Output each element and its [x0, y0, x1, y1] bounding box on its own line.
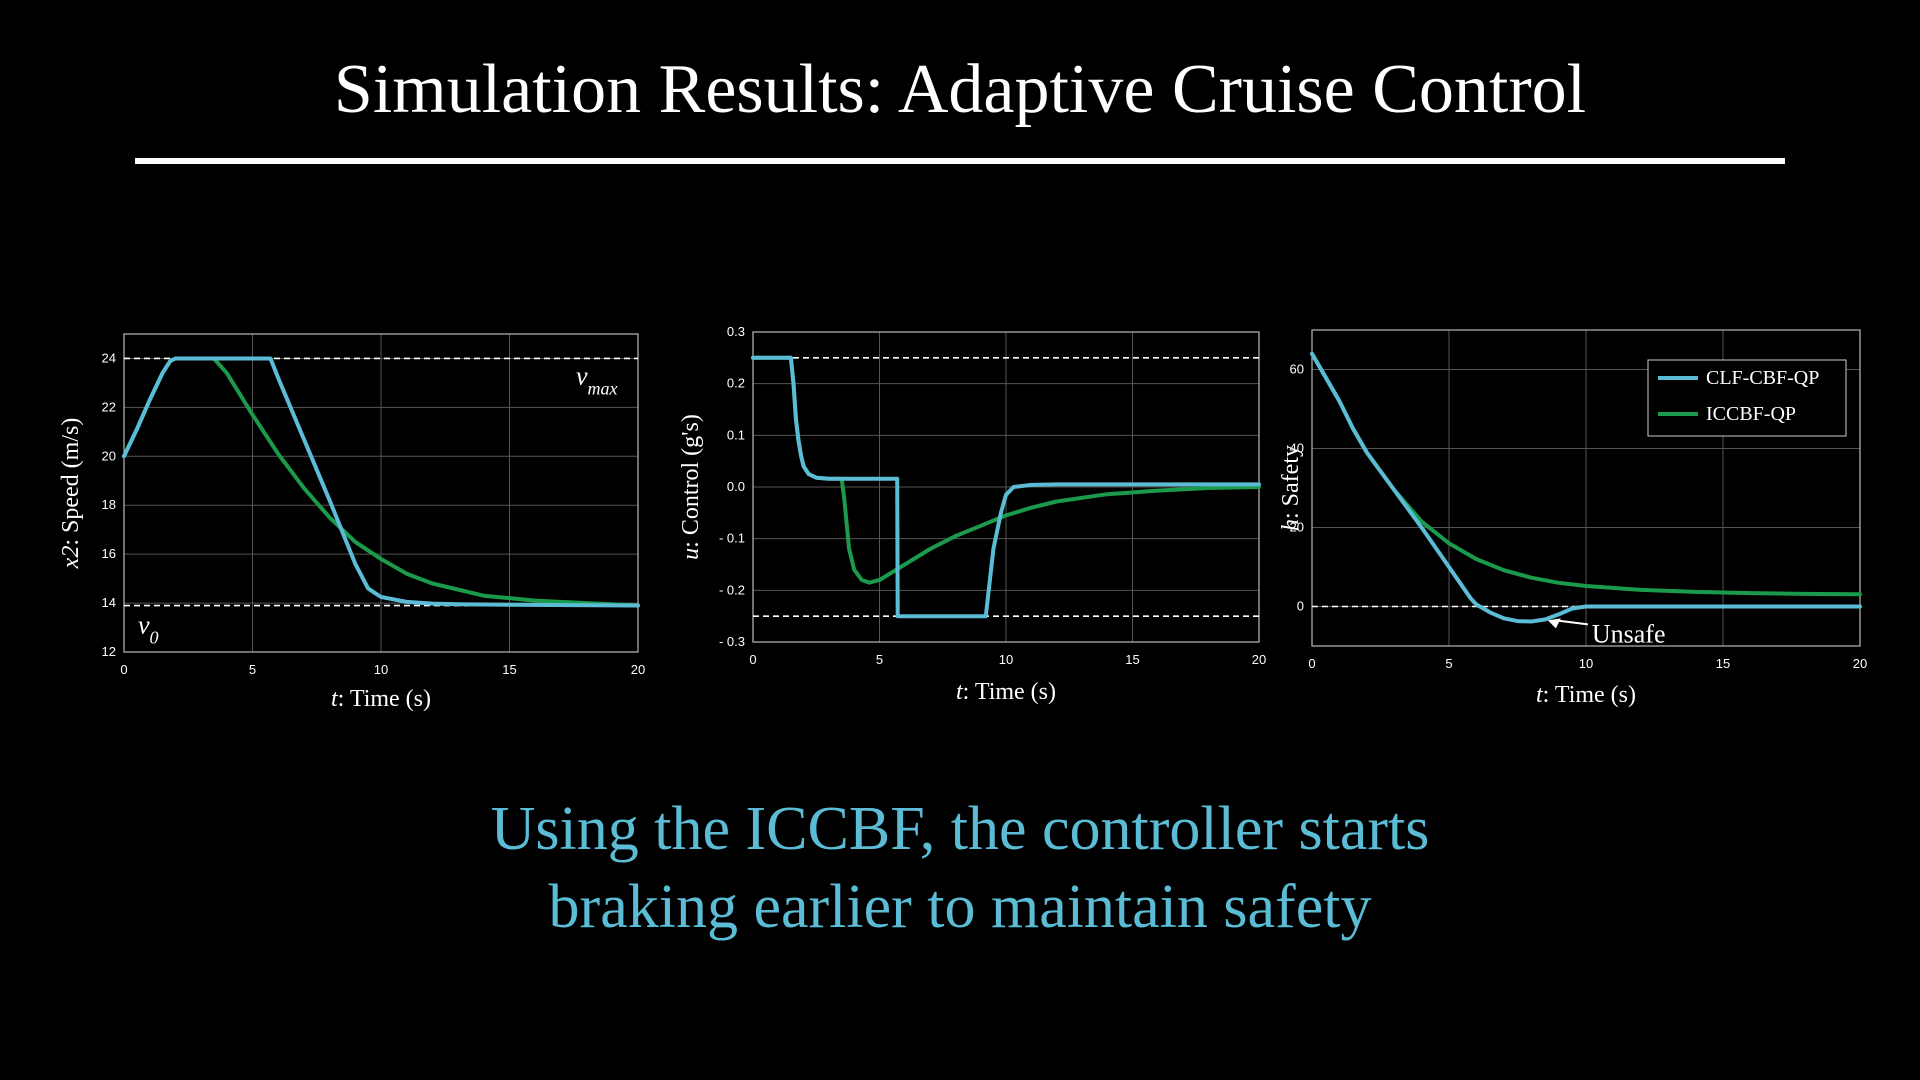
caption-line-2: braking earlier to maintain safety — [548, 873, 1372, 941]
y-tick-label: 0.2 — [727, 376, 745, 391]
y-tick-label: 12 — [102, 644, 116, 659]
x-tick-label: 0 — [120, 662, 127, 677]
legend-label-iccbf: ICCBF-QP — [1706, 403, 1796, 425]
clf-series-line — [122, 356, 640, 608]
slide-title: Simulation Results: Adaptive Cruise Cont… — [333, 51, 1587, 128]
v0-label: v0 — [138, 611, 159, 648]
y-axis-label: x2: Speed (m/s) — [58, 418, 84, 570]
y-tick-label: 0.0 — [727, 479, 745, 494]
control-chart: 0 5 10 15 20 - 0.3 - 0.2 - 0.1 0.0 0.1 0.2 0.3 t: Ti… — [678, 324, 1266, 705]
x-axis-label: t: Time (s) — [1536, 682, 1636, 708]
clf-series-line — [751, 355, 1261, 619]
x-tick-label: 5 — [1445, 656, 1452, 671]
plot-frame — [123, 333, 639, 653]
caption-line-1: Using the ICCBF, the controller starts — [490, 795, 1430, 863]
y-axis-label: u: Control (g's) — [678, 414, 704, 560]
x-tick-label: 10 — [374, 662, 388, 677]
y-tick-label: - 0.2 — [719, 582, 745, 597]
legend-box — [1647, 359, 1847, 437]
x-tick-label: 10 — [1579, 656, 1593, 671]
y-tick-label: 20 — [102, 448, 116, 463]
x-tick-label: 5 — [249, 662, 256, 677]
clf-series-line — [1310, 351, 1862, 624]
x-tick-label: 20 — [1853, 656, 1867, 671]
caption: Using the ICCBF, the controller starts b… — [0, 790, 1920, 946]
x-tick-label: 5 — [876, 652, 883, 667]
vmax-label: vmax — [576, 361, 618, 398]
legend-label-clf: CLF-CBF-QP — [1706, 367, 1819, 389]
y-tick-label: 60 — [1290, 362, 1304, 377]
y-tick-label: 18 — [102, 497, 116, 512]
title-divider — [135, 158, 1785, 164]
y-tick-label: 16 — [102, 546, 116, 561]
unsafe-annotation: Unsafe — [1592, 619, 1666, 648]
y-tick-label: 0 — [1297, 599, 1304, 614]
y-tick-label: 40 — [1290, 441, 1304, 456]
annotation-arrow-shaft — [1555, 619, 1588, 626]
y-tick-label: 0.1 — [727, 427, 745, 442]
y-tick-label: 0.3 — [727, 324, 745, 339]
y-tick-label: - 0.1 — [719, 531, 745, 546]
x-tick-label: 15 — [1125, 652, 1139, 667]
y-tick-label: 14 — [102, 595, 116, 610]
x-tick-label: 0 — [749, 652, 756, 667]
x-axis-label: t: Time (s) — [956, 679, 1056, 705]
x-tick-label: 20 — [631, 662, 645, 677]
x-tick-label: 0 — [1308, 656, 1315, 671]
plot-frame — [1311, 329, 1861, 647]
annotation-arrowhead — [1547, 618, 1561, 629]
x-tick-label: 10 — [999, 652, 1013, 667]
x-axis-label: t: Time (s) — [331, 686, 431, 712]
y-tick-label: 20 — [1290, 520, 1304, 535]
y-tick-label: - 0.3 — [719, 634, 745, 649]
speed-chart: 0 5 10 15 20 12 14 16 18 20 22 24 t: Time (s) x2: Spe… — [58, 333, 645, 712]
y-tick-label: 22 — [102, 399, 116, 414]
y-tick-label: 24 — [102, 350, 116, 365]
x-tick-label: 20 — [1252, 652, 1266, 667]
x-tick-label: 15 — [502, 662, 516, 677]
x-tick-label: 15 — [1716, 656, 1730, 671]
safety-chart: 0 5 10 15 20 0 20 40 60 t: Time (s) h: Safety CLF-C… — [1278, 329, 1867, 708]
y-axis-label: h: Safety — [1278, 445, 1304, 531]
